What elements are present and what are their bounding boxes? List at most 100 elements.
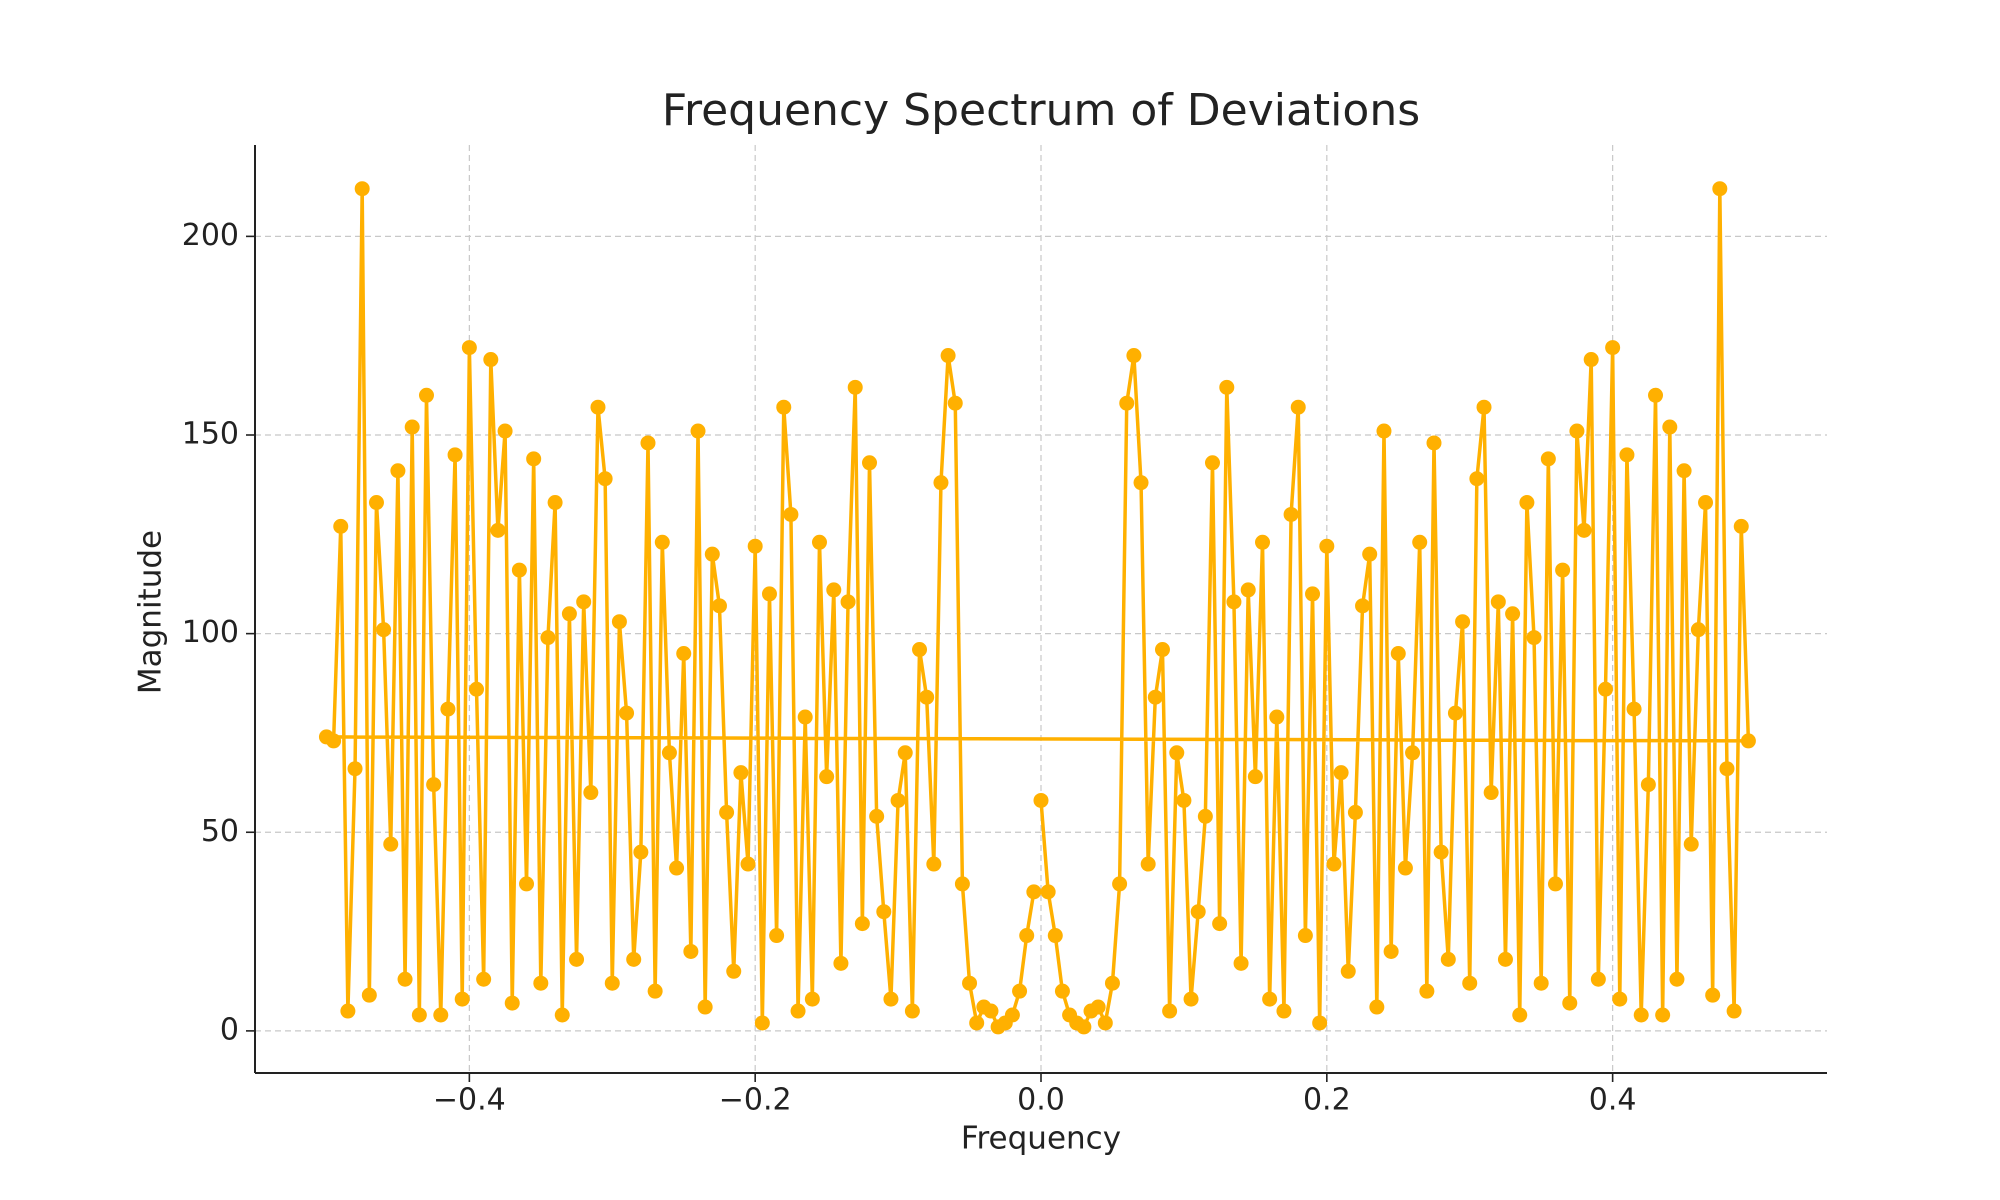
- data-point: [1176, 792, 1192, 808]
- data-point: [469, 681, 485, 697]
- data-point: [1133, 475, 1149, 491]
- x-tick-label: 0.2: [1303, 1083, 1351, 1118]
- data-point: [504, 995, 520, 1011]
- data-point: [1590, 971, 1606, 987]
- data-point: [733, 765, 749, 781]
- data-point: [1162, 1003, 1178, 1019]
- data-point: [547, 495, 563, 511]
- data-point: [426, 777, 442, 793]
- y-tick-label: 0: [220, 1012, 239, 1047]
- data-point: [604, 975, 620, 991]
- data-point: [376, 622, 392, 638]
- y-tick-label: 100: [182, 615, 239, 650]
- data-point: [1212, 916, 1228, 932]
- data-point: [497, 423, 513, 439]
- data-point: [1204, 455, 1220, 471]
- data-point: [1419, 983, 1435, 999]
- data-point: [569, 951, 585, 967]
- data-point: [697, 999, 713, 1015]
- data-point: [754, 1015, 770, 1031]
- data-point: [1233, 955, 1249, 971]
- data-point: [862, 455, 878, 471]
- data-point: [1312, 1015, 1328, 1031]
- data-point: [669, 860, 685, 876]
- data-point: [1612, 991, 1628, 1007]
- x-tick-label: −0.4: [433, 1083, 506, 1118]
- data-point: [1512, 1007, 1528, 1023]
- data-point: [1283, 506, 1299, 522]
- data-point: [1655, 1007, 1671, 1023]
- data-point: [447, 447, 463, 463]
- data-point: [676, 645, 692, 661]
- data-point: [1119, 395, 1135, 411]
- data-point: [576, 594, 592, 610]
- data-point: [433, 1007, 449, 1023]
- data-point: [904, 1003, 920, 1019]
- data-point: [654, 534, 670, 550]
- data-point: [411, 1007, 427, 1023]
- data-point: [1347, 804, 1363, 820]
- data-point: [1297, 928, 1313, 944]
- data-point: [1054, 983, 1070, 999]
- data-point: [869, 808, 885, 824]
- data-point: [483, 352, 499, 368]
- data-point: [969, 1015, 985, 1031]
- data-point: [926, 856, 942, 872]
- data-point: [1197, 808, 1213, 824]
- data-point: [1619, 447, 1635, 463]
- data-point: [919, 689, 935, 705]
- data-point: [490, 522, 506, 538]
- data-point: [540, 630, 556, 646]
- data-point: [690, 423, 706, 439]
- data-point: [1705, 987, 1721, 1003]
- data-point: [683, 943, 699, 959]
- data-point: [847, 379, 863, 395]
- data-point: [711, 598, 727, 614]
- data-point: [783, 506, 799, 522]
- x-axis-label: Frequency: [961, 1121, 1121, 1157]
- data-point: [1412, 534, 1428, 550]
- data-point: [983, 1003, 999, 1019]
- data-point: [1255, 534, 1271, 550]
- data-point: [1140, 856, 1156, 872]
- data-point: [1290, 399, 1306, 415]
- data-point: [1640, 777, 1656, 793]
- data-point: [333, 518, 349, 534]
- data-point: [1326, 856, 1342, 872]
- data-point: [1490, 594, 1506, 610]
- data-point: [1455, 614, 1471, 630]
- data-point: [1712, 181, 1728, 197]
- data-point: [1505, 606, 1521, 622]
- data-point: [1626, 701, 1642, 717]
- data-point: [511, 562, 527, 578]
- data-point: [354, 181, 370, 197]
- data-point: [1698, 495, 1714, 511]
- data-point: [418, 387, 434, 403]
- data-point: [719, 804, 735, 820]
- data-point: [476, 971, 492, 987]
- data-point: [954, 876, 970, 892]
- data-point: [1547, 876, 1563, 892]
- data-point: [1276, 1003, 1292, 1019]
- data-point: [1447, 705, 1463, 721]
- data-point: [947, 395, 963, 411]
- data-point: [597, 471, 613, 487]
- data-point: [1369, 999, 1385, 1015]
- data-point: [1576, 522, 1592, 538]
- data-point: [1662, 419, 1678, 435]
- data-point: [1483, 785, 1499, 801]
- data-point: [1262, 991, 1278, 1007]
- data-point: [1269, 709, 1285, 725]
- data-point: [633, 844, 649, 860]
- data-point: [619, 705, 635, 721]
- data-point: [1147, 689, 1163, 705]
- data-point: [1533, 975, 1549, 991]
- data-point: [790, 1003, 806, 1019]
- data-point: [797, 709, 813, 725]
- y-tick-label: 50: [201, 814, 239, 849]
- data-point: [397, 971, 413, 987]
- data-point: [440, 701, 456, 717]
- data-point: [590, 399, 606, 415]
- data-point: [912, 642, 928, 658]
